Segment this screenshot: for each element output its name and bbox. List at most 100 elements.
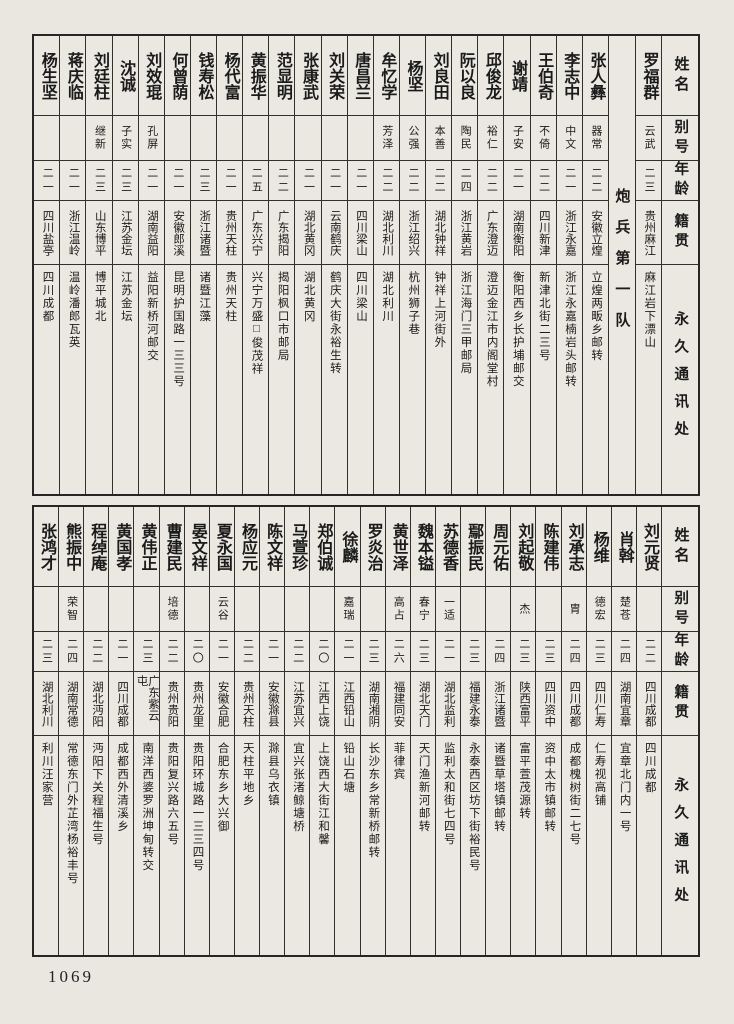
person-column: 程绰庵 二二 湖北沔阳 沔阳下关程福生号 xyxy=(83,507,109,955)
person-column: 杨坚 公强 二二 浙江绍兴 杭州狮子巷 xyxy=(398,36,425,494)
person-native-place: 四川仁寿 xyxy=(586,672,611,736)
person-alias: 楚苍 xyxy=(611,587,636,632)
person-column: 刘承志 胄 二四 四川成都 成都槐树街二七号 xyxy=(560,507,586,955)
person-address: 资中太市镇邮转 xyxy=(543,742,556,833)
person-native-place: 四川盐亭 xyxy=(34,201,60,265)
person-native-place: 四川新津 xyxy=(530,201,556,265)
person-address: 湖北利川 xyxy=(381,271,394,323)
header-age-label: 年龄 xyxy=(662,632,698,672)
person-column: 周元佑 二四 浙江诸暨 诸暨草塔镇邮转 xyxy=(485,507,511,955)
person-native-place: 湖北钟祥 xyxy=(426,201,452,265)
person-column: 何曾荫 二一 安徽郎溪 昆明护国路一三三号 xyxy=(163,36,190,494)
person-native-place: 江苏金坛 xyxy=(112,201,138,265)
header-native-label: 籍贯 xyxy=(662,672,698,736)
person-address: 利川汪家营 xyxy=(40,742,53,807)
person-native-place: 江苏宜兴 xyxy=(285,672,310,736)
person-age: 二二 xyxy=(159,632,184,672)
person-native-place: 湖北黄冈 xyxy=(295,201,321,265)
person-column: 刘良田 本善 二二 湖北钟祥 钟祥上河街外 xyxy=(425,36,452,494)
person-native-place: 江西铅山 xyxy=(335,672,360,736)
person-column: 晏文祥 二〇 贵州龙里 贵阳环城路一三三四号 xyxy=(183,507,209,955)
person-address: 兴宁万盛□俊茂祥 xyxy=(250,271,263,376)
person-name: 晏文祥 xyxy=(184,507,209,587)
person-native-place: 贵州龙里 xyxy=(184,672,209,736)
person-address: 浙江海门三甲邮局 xyxy=(459,271,472,375)
person-name: 黄世泽 xyxy=(385,507,410,587)
person-age: 二六 xyxy=(385,632,410,672)
header-age-label: 年龄 xyxy=(662,161,698,201)
person-column: 牟忆学 芳泽 二二 湖北利川 湖北利川 xyxy=(372,36,399,494)
person-column: 黄国孝 二一 四川成都 成都西外清溪乡 xyxy=(108,507,134,955)
person-alias xyxy=(243,116,269,161)
person-alias xyxy=(285,587,310,632)
person-name: 熊振中 xyxy=(59,507,84,587)
person-address: 贵阳复兴路六五号 xyxy=(166,742,179,846)
person-name: 黄国孝 xyxy=(109,507,134,587)
person-column: 钱寿松 二三 浙江诸暨 诸暨江藻 xyxy=(189,36,216,494)
person-address: 南洋西婆罗洲坤甸转交 xyxy=(141,742,154,872)
person-age: 二四 xyxy=(486,632,511,672)
person-age: 二〇 xyxy=(310,632,335,672)
person-column: 黄振华 二五 广东兴宁 兴宁万盛□俊茂祥 xyxy=(242,36,269,494)
person-age: 二三 xyxy=(461,632,486,672)
unit-label-column: 炮兵第一队 xyxy=(607,36,635,494)
person-age: 二三 xyxy=(410,632,435,672)
person-age: 二三 xyxy=(190,161,216,201)
person-name: 沈诚 xyxy=(112,36,138,116)
person-native-place: 浙江温岭 xyxy=(60,201,86,265)
person-address: 揭阳枫口市邮局 xyxy=(276,271,289,362)
person-alias: 裕仁 xyxy=(478,116,504,161)
person-address: 立煌两畈乡邮转 xyxy=(590,271,603,362)
person-age: 二二 xyxy=(269,161,295,201)
person-alias xyxy=(109,587,134,632)
person-column: 邱俊龙 裕仁 二二 广东澄迈 澄迈金江市内阁堂村 xyxy=(477,36,504,494)
person-alias: 春宁 xyxy=(410,587,435,632)
person-name: 杨维 xyxy=(586,507,611,587)
person-native-place: 四川成都 xyxy=(561,672,586,736)
person-age: 二一 xyxy=(109,632,134,672)
person-name: 鄢振民 xyxy=(461,507,486,587)
person-age: 二一 xyxy=(335,632,360,672)
person-name: 郑伯诚 xyxy=(310,507,335,587)
person-name: 黄振华 xyxy=(243,36,269,116)
person-age: 二二 xyxy=(426,161,452,201)
person-native-place: 安徽郎溪 xyxy=(164,201,190,265)
person-age: 二二 xyxy=(399,161,425,201)
person-alias: 本善 xyxy=(426,116,452,161)
person-alias: 一适 xyxy=(435,587,460,632)
person-column: 鄢振民 二三 福建永泰 永泰西区坊下街裕民号 xyxy=(460,507,486,955)
person-alias: 胄 xyxy=(561,587,586,632)
person-alias xyxy=(234,587,259,632)
person-native-place: 湖南益阳 xyxy=(138,201,164,265)
person-name: 杨应元 xyxy=(234,507,259,587)
person-name: 罗福群 xyxy=(635,36,661,116)
person-alias xyxy=(34,116,60,161)
person-address: 麻江岩下漂山 xyxy=(643,271,656,349)
person-column: 杨维 德宏 二三 四川仁寿 仁寿视高铺 xyxy=(585,507,611,955)
person-alias: 云谷 xyxy=(209,587,234,632)
person-alias: 不倚 xyxy=(530,116,556,161)
person-address: 江苏金坛 xyxy=(119,271,132,323)
person-column: 杨生坚 二一 四川盐亭 四川成都 xyxy=(34,36,60,494)
person-alias xyxy=(347,116,373,161)
person-age: 二二 xyxy=(636,632,661,672)
person-name: 钱寿松 xyxy=(190,36,216,116)
person-name: 邱俊龙 xyxy=(478,36,504,116)
person-native-place: 广东揭阳 xyxy=(269,201,295,265)
person-native-place: 浙江诸暨 xyxy=(486,672,511,736)
person-age: 二一 xyxy=(209,632,234,672)
person-column: 苏德香 一适 二一 湖北监利 监利太和街七四号 xyxy=(434,507,460,955)
person-native-place: 福建同安 xyxy=(385,672,410,736)
person-address: 宜章北门内一号 xyxy=(618,742,631,833)
person-age: 二一 xyxy=(138,161,164,201)
person-name: 张鸿才 xyxy=(33,507,58,587)
person-native-place: 广东紫云屯 xyxy=(134,672,159,736)
person-column: 沈诚 子实 二三 江苏金坛 江苏金坛 xyxy=(111,36,138,494)
field-header-column: 姓名 别号 年龄 籍贯 永久通讯处 xyxy=(661,36,698,494)
person-column: 张人彝 器常 二二 安徽立煌 立煌两畈乡邮转 xyxy=(581,36,608,494)
person-alias: 嘉瑞 xyxy=(335,587,360,632)
header-name-label: 姓名 xyxy=(662,507,698,587)
person-name: 魏本镒 xyxy=(410,507,435,587)
person-alias: 杰 xyxy=(511,587,536,632)
person-address: 四川梁山 xyxy=(354,271,367,323)
